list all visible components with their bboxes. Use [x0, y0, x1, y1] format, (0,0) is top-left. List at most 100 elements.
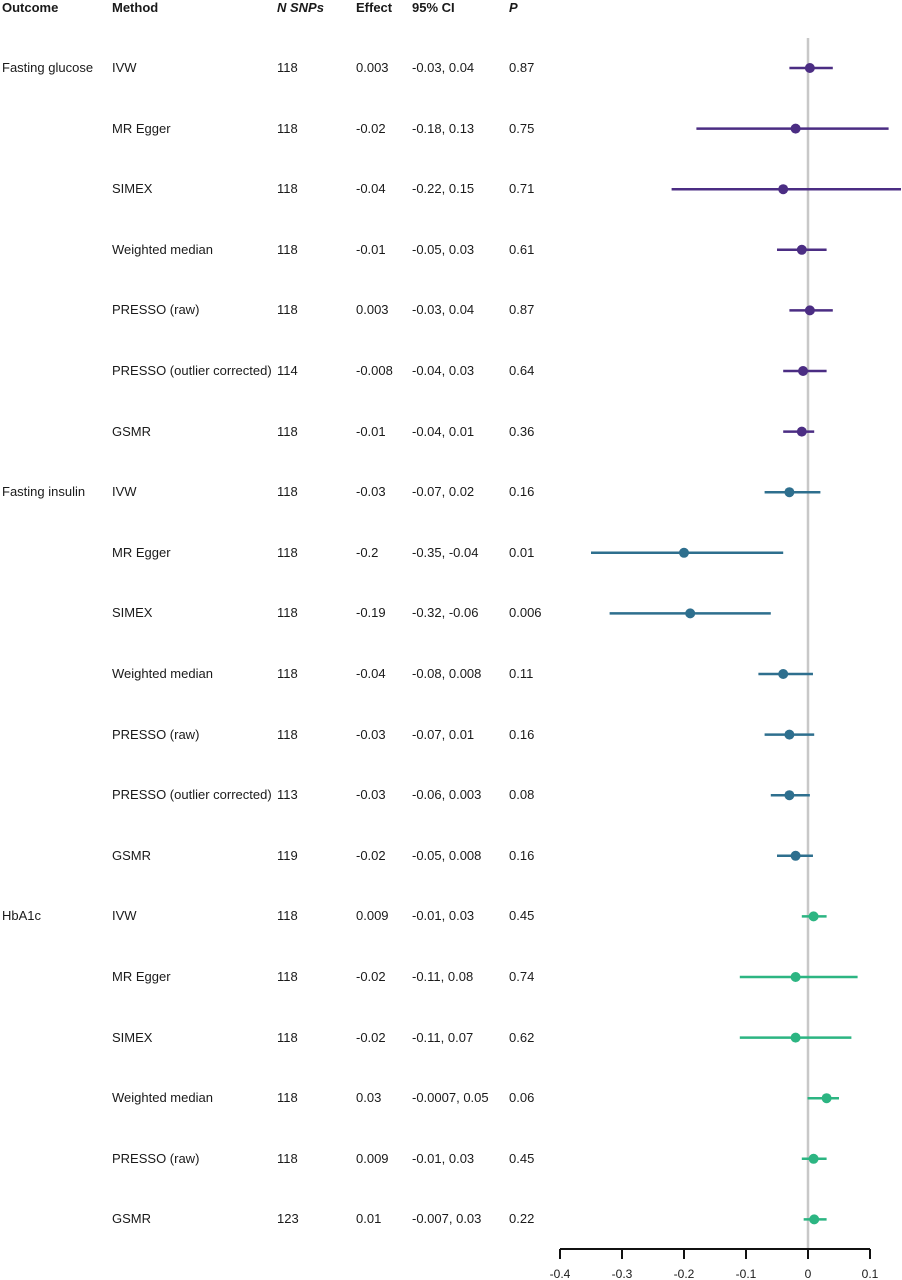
cell-ci: -0.11, 0.08: [412, 969, 474, 984]
cell-p: 0.75: [509, 120, 535, 136]
estimate-point: [796, 426, 807, 437]
cell-nsnps: 118: [277, 302, 298, 318]
header-ci: 95% CI: [412, 0, 455, 15]
cell-effect: 0.009: [356, 1150, 389, 1166]
cell-nsnps: 118: [277, 1090, 298, 1106]
cell-nsnps: 119: [277, 847, 298, 863]
estimate-point: [679, 547, 689, 558]
cell-method: GSMR: [112, 847, 151, 863]
cell-method: PRESSO (raw): [112, 302, 200, 318]
cell-effect: 0.03: [356, 1090, 382, 1106]
cell-effect: -0.03: [356, 787, 386, 803]
cell-method: MR Egger: [112, 969, 171, 984]
cell-nsnps: 118: [277, 484, 298, 500]
cell-method: Weighted median: [112, 1090, 213, 1106]
cell-method: GSMR: [112, 1211, 151, 1227]
cell-ci: -0.007, 0.03: [412, 1211, 482, 1227]
cell-p: 0.08: [509, 787, 535, 803]
cell-ci: -0.06, 0.003: [412, 787, 482, 803]
cell-p: 0.16: [509, 847, 535, 863]
cell-p: 0.64: [509, 363, 535, 378]
cell-p: 0.87: [509, 302, 535, 318]
cell-method: SIMEX: [112, 181, 153, 197]
cell-method: IVW: [112, 60, 137, 75]
cell-p: 0.22: [509, 1211, 535, 1227]
cell-nsnps: 118: [277, 241, 298, 257]
cell-ci: -0.07, 0.01: [412, 726, 475, 742]
cell-effect: -0.03: [356, 726, 386, 742]
cell-nsnps: 118: [277, 544, 298, 560]
cell-nsnps: 118: [277, 908, 298, 924]
cell-p: 0.16: [509, 726, 535, 742]
cell-effect: -0.04: [356, 181, 386, 197]
cell-ci: -0.08, 0.008: [412, 666, 482, 681]
cell-effect: -0.02: [356, 847, 386, 863]
cell-ci: -0.05, 0.008: [412, 847, 482, 863]
estimate-point: [804, 63, 815, 73]
estimate-point: [778, 184, 789, 195]
cell-effect: -0.02: [356, 969, 386, 984]
cell-ci: -0.04, 0.03: [412, 363, 475, 378]
cell-ci: -0.11, 0.07: [412, 1029, 474, 1045]
cell-method: PRESSO (raw): [112, 1150, 200, 1166]
cell-nsnps: 118: [277, 726, 298, 742]
cell-ci: -0.01, 0.03: [412, 1150, 475, 1166]
estimate-point: [790, 850, 801, 861]
cell-effect: 0.003: [356, 302, 389, 318]
header-outcome: Outcome: [2, 0, 59, 15]
cell-p: 0.71: [509, 181, 535, 197]
cell-method: MR Egger: [112, 120, 171, 136]
estimate-point: [809, 1214, 820, 1225]
estimate-point: [808, 1153, 819, 1164]
cell-nsnps: 123: [277, 1211, 299, 1227]
cell-nsnps: 118: [277, 969, 298, 984]
cell-method: IVW: [112, 908, 137, 924]
cell-p: 0.11: [509, 666, 534, 681]
cell-nsnps: 118: [277, 181, 298, 197]
cell-nsnps: 118: [277, 1029, 298, 1045]
cell-nsnps: 118: [277, 60, 298, 75]
x-axis: -0.4 -0.3 -0.2 -0.1 0 0.1: [550, 1248, 879, 1280]
cell-method: SIMEX: [112, 605, 153, 621]
cell-p: 0.16: [509, 484, 535, 500]
cell-effect: -0.008: [356, 363, 393, 378]
cell-p: 0.06: [509, 1090, 535, 1106]
x-tick-label: 0.1: [862, 1267, 879, 1280]
cell-ci: -0.01, 0.03: [412, 908, 475, 924]
cell-p: 0.87: [509, 60, 535, 75]
cell-effect: -0.19: [356, 605, 386, 621]
cell-p: 0.62: [509, 1029, 535, 1045]
estimate-point: [784, 729, 795, 740]
header-p: P: [509, 0, 518, 15]
x-tick-label: 0: [805, 1267, 812, 1280]
estimate-point: [821, 1093, 832, 1104]
header-effect: Effect: [356, 0, 393, 15]
estimate-point: [790, 1032, 801, 1043]
header-nsnps: N SNPs: [277, 0, 324, 15]
estimate-point: [808, 911, 819, 922]
cell-method: Weighted median: [112, 666, 213, 681]
cell-ci: -0.03, 0.04: [412, 302, 475, 318]
cell-method: MR Egger: [112, 544, 171, 560]
cell-ci: -0.18, 0.13: [412, 120, 475, 136]
estimate-point: [790, 972, 801, 982]
x-tick-label: -0.3: [612, 1267, 633, 1280]
cell-nsnps: 118: [277, 1150, 298, 1166]
cell-nsnps: 114: [277, 363, 298, 378]
estimate-point: [804, 305, 815, 316]
cell-ci: -0.35, -0.04: [412, 544, 479, 560]
cell-effect: 0.003: [356, 60, 389, 75]
cell-nsnps: 118: [277, 605, 298, 621]
estimate-point: [685, 608, 696, 619]
cell-p: 0.45: [509, 1150, 535, 1166]
cell-effect: -0.01: [356, 241, 386, 257]
cell-p: 0.36: [509, 423, 535, 439]
cell-ci: -0.07, 0.02: [412, 484, 475, 500]
x-tick-label: -0.1: [736, 1267, 757, 1280]
cell-method: GSMR: [112, 423, 151, 439]
cell-effect: -0.04: [356, 666, 386, 681]
cell-p: 0.74: [509, 969, 535, 984]
estimate-point: [798, 366, 809, 376]
x-tick-label: -0.2: [674, 1267, 695, 1280]
cell-nsnps: 118: [277, 120, 298, 136]
